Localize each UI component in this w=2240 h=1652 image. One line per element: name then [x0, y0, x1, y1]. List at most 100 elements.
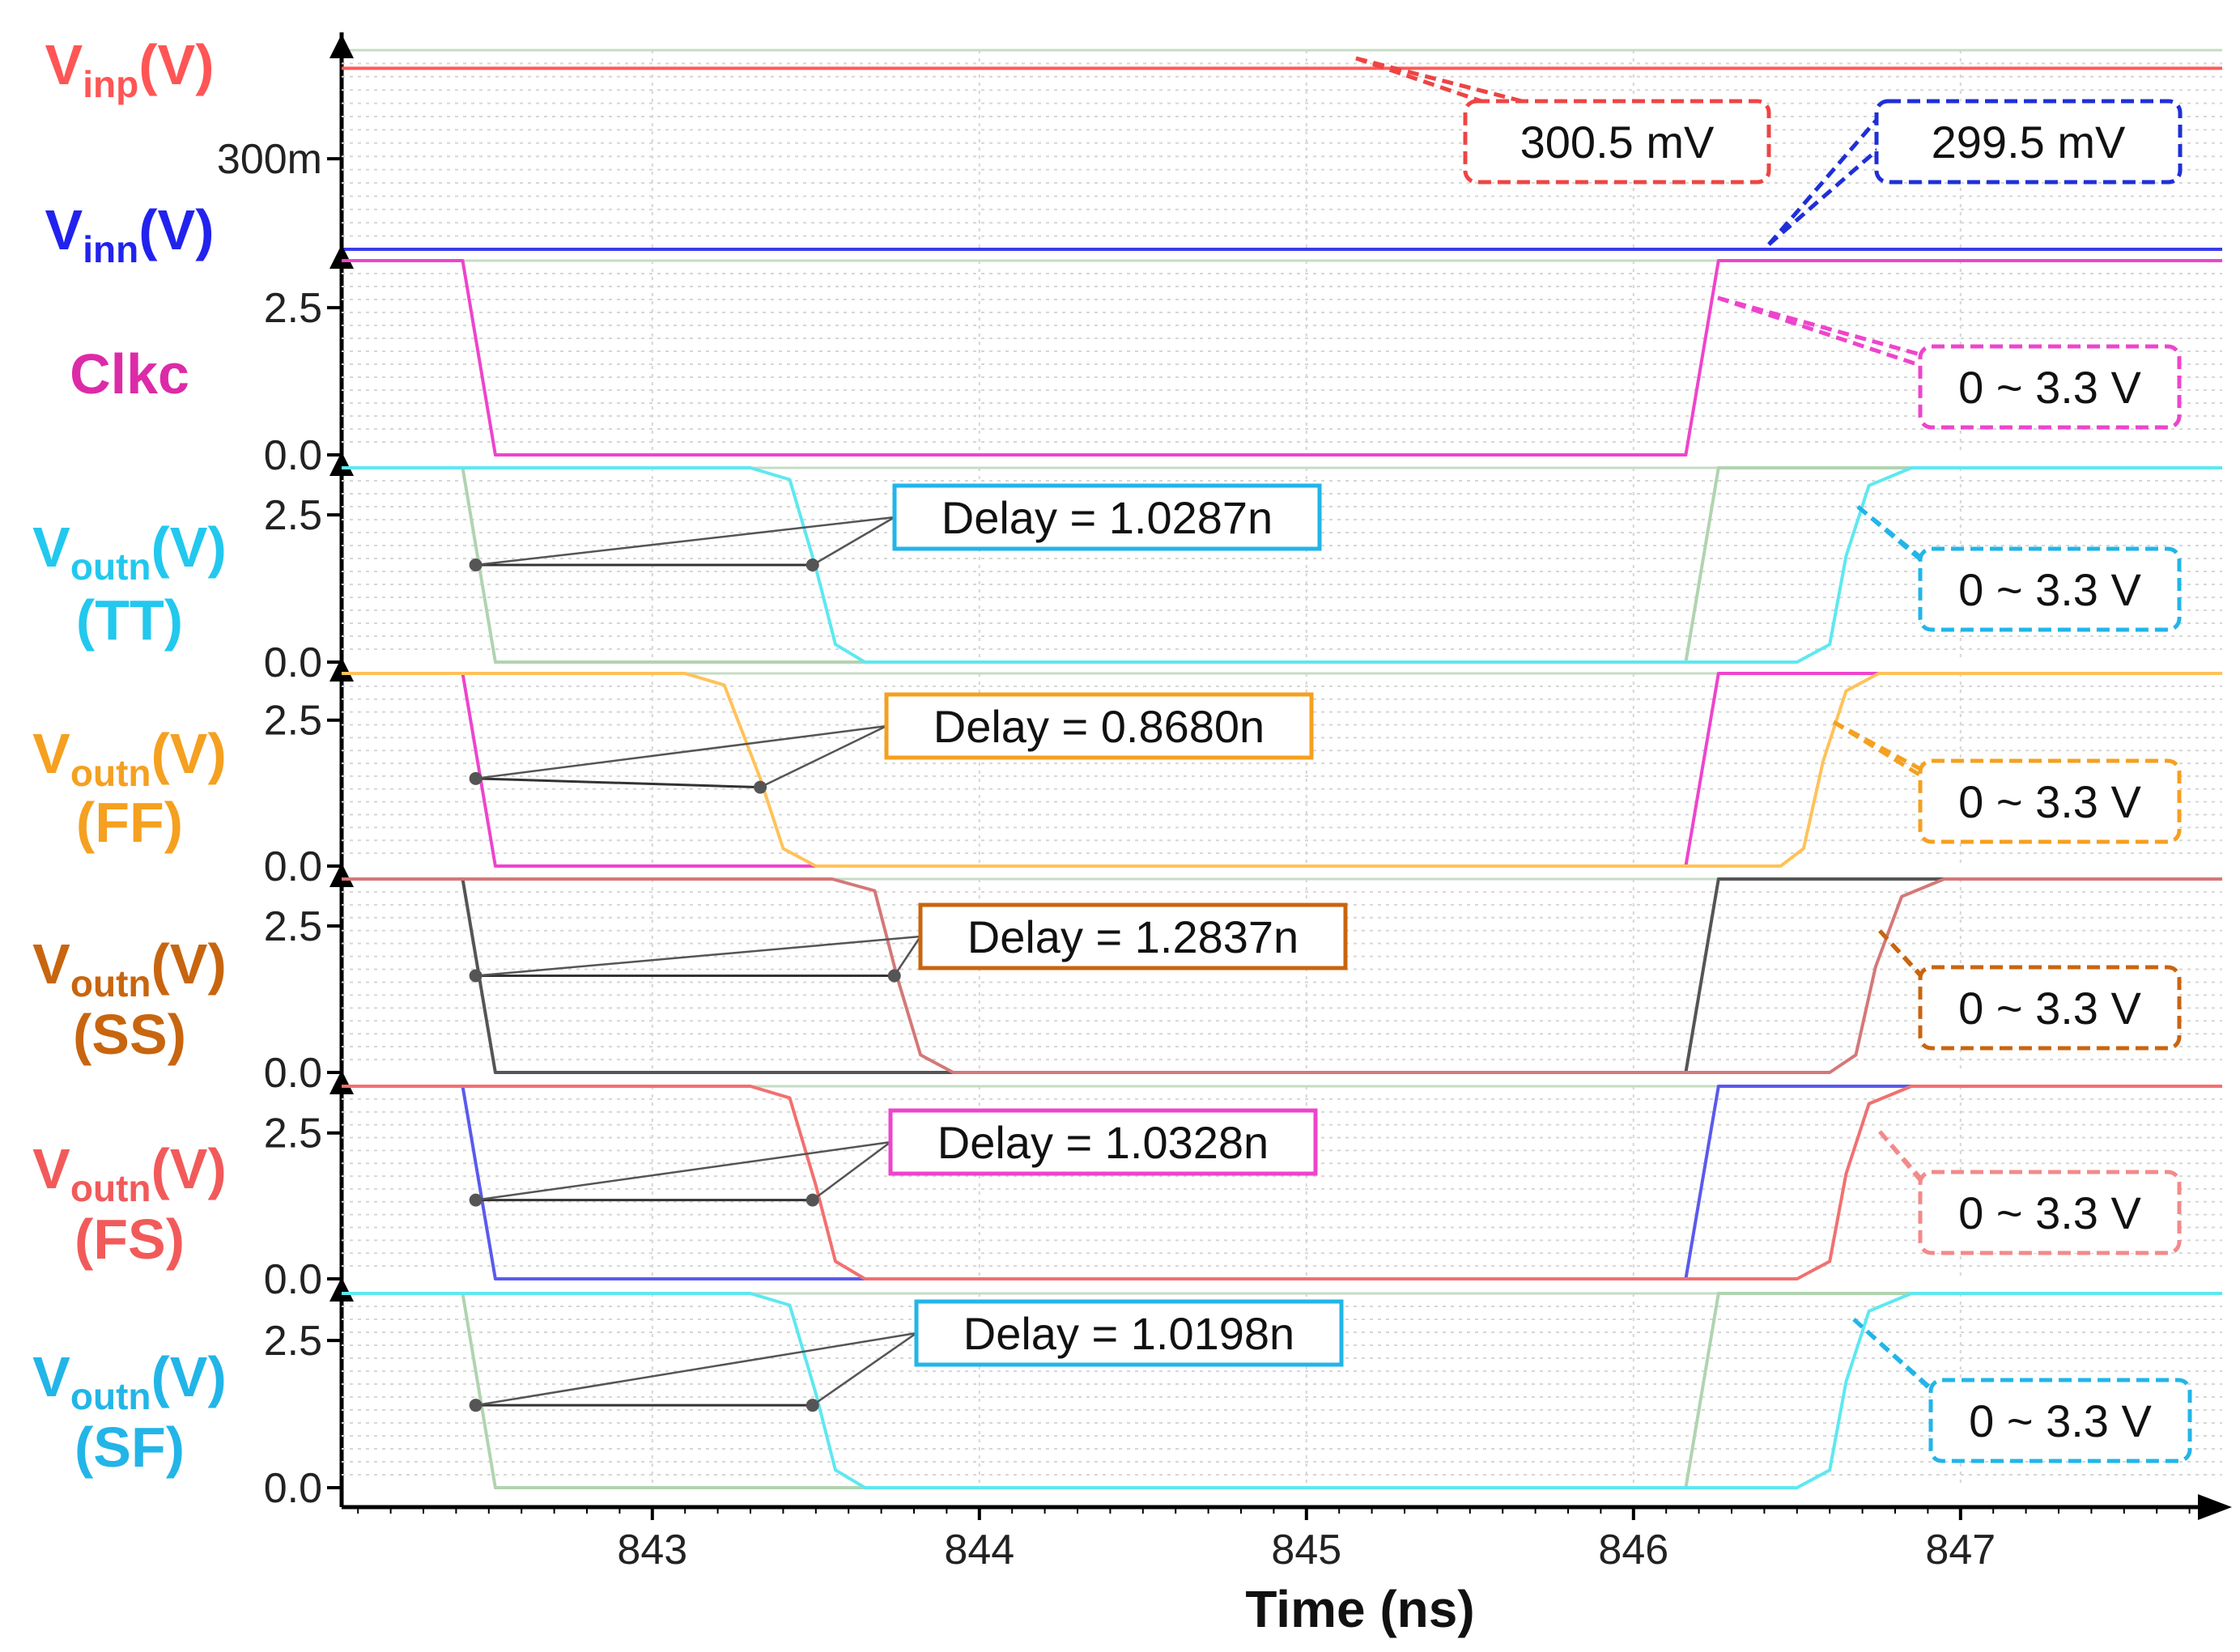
annotation-label: 0 ~ 3.3 V — [1958, 1187, 2141, 1238]
delay-marker-end — [805, 1193, 819, 1207]
label-subscript: outn — [70, 752, 151, 794]
y-tick-label: 2.5 — [264, 1318, 322, 1365]
delay-marker-start — [469, 969, 482, 983]
y-axis-arrow — [329, 244, 354, 269]
delay-leader — [475, 724, 887, 780]
label-main: V — [32, 1137, 70, 1200]
panel-label: Voutn(V) — [32, 516, 227, 588]
y-tick-label: 2.5 — [264, 903, 322, 950]
panel-label: Vinp(V) — [45, 33, 215, 105]
annotation-label: 300.5 mV — [1520, 117, 1715, 168]
delay-measure-line — [475, 777, 761, 789]
delay-marker-end — [754, 780, 767, 794]
annotation-leader — [1355, 56, 1523, 104]
panel-label: Vinn(V) — [45, 198, 215, 270]
delay-leader — [812, 1331, 917, 1407]
annotation-leader — [1878, 929, 1922, 977]
label-tail: (V) — [138, 33, 214, 96]
delay-label: Delay = 0.8680n — [933, 701, 1265, 752]
label-tail: (V) — [151, 516, 227, 579]
delay-leader — [475, 1140, 891, 1201]
annotation-leader — [1852, 1318, 1932, 1390]
label-main: V — [45, 33, 83, 96]
panel-label: Voutn(V) — [32, 1345, 227, 1417]
delay-marker-start — [469, 1399, 482, 1412]
label-main: V — [32, 516, 70, 579]
y-axis-arrow — [329, 1277, 354, 1302]
panel-label: (FF) — [76, 791, 183, 854]
label-main: (FF) — [76, 791, 183, 854]
y-tick-label: 2.5 — [264, 698, 322, 745]
annotation-box — [1463, 99, 1771, 185]
annotation-box — [1918, 965, 2182, 1051]
series-line-voutn-ff — [342, 672, 2222, 868]
label-subscript: inp — [83, 63, 138, 105]
delay-box — [892, 483, 1322, 551]
y-tick-label: 0.0 — [264, 1256, 322, 1303]
delay-box — [914, 1299, 1344, 1367]
label-main: (SS) — [73, 1003, 186, 1066]
label-subscript: outn — [70, 1167, 151, 1209]
x-tick-label: 845 — [1271, 1527, 1341, 1573]
delay-box — [884, 692, 1314, 760]
annotation-box — [1918, 546, 2182, 632]
delay-box — [918, 902, 1348, 970]
delay-leader — [475, 1331, 917, 1407]
delay-label: Delay = 1.0198n — [963, 1308, 1294, 1359]
y-axis-arrow — [329, 34, 354, 58]
delay-marker-end — [805, 558, 819, 571]
label-subscript: inn — [83, 228, 138, 270]
annotation-leader — [1717, 295, 1937, 373]
delay-marker-end — [805, 1399, 819, 1412]
series-line-voutn-tt — [342, 466, 2222, 664]
panel-label: (SF) — [74, 1416, 185, 1479]
y-tick-label: 0.0 — [264, 843, 322, 890]
y-tick-label: 300m — [217, 136, 322, 183]
y-tick-label: 0.0 — [264, 1050, 322, 1097]
label-main: (SF) — [74, 1416, 185, 1479]
delay-marker-end — [887, 969, 901, 983]
panel-label: (FS) — [74, 1208, 185, 1271]
annotation-box — [1918, 758, 2182, 844]
annotation-leader — [1856, 505, 1922, 558]
delay-marker-start — [469, 771, 482, 785]
label-tail: (V) — [151, 722, 227, 785]
x-tick-label: 847 — [1925, 1527, 1996, 1573]
label-subscript: outn — [70, 962, 151, 1004]
label-main: V — [32, 722, 70, 785]
panel-label: (TT) — [76, 588, 183, 652]
label-main: Clkc — [70, 342, 189, 406]
annotation-label: 0 ~ 3.3 V — [1958, 362, 2141, 413]
y-axis-arrow — [329, 863, 354, 887]
panel-ff: 2.5 0.0 Voutn(V)(FF) 0 ~ 3.3 V Delay = 0.868… — [32, 657, 2222, 890]
label-main: V — [32, 932, 70, 996]
label-main: V — [45, 198, 83, 261]
delay-label: Delay = 1.0328n — [937, 1117, 1269, 1168]
label-tail: (V) — [151, 932, 227, 996]
annotation-label: 0 ~ 3.3 V — [1958, 983, 2141, 1034]
y-tick-label: 0.0 — [264, 432, 322, 479]
y-axis-arrow — [329, 1070, 354, 1094]
label-tail: (V) — [151, 1345, 227, 1408]
y-tick-label: 0.0 — [264, 1465, 322, 1512]
panel-label: Clkc — [70, 342, 189, 406]
delay-marker-start — [469, 1193, 482, 1207]
delay-leader — [893, 936, 922, 977]
panel-label: Voutn(V) — [32, 932, 227, 1004]
annotation-box — [1918, 344, 2182, 430]
x-tick-label: 846 — [1598, 1527, 1668, 1573]
annotation-leader — [1878, 1130, 1922, 1182]
x-axis-arrow — [2198, 1494, 2232, 1520]
x-axis-label: Time (ns) — [1245, 1580, 1474, 1638]
delay-leader — [812, 1140, 891, 1201]
annotation-leader — [1355, 56, 1482, 104]
label-main: (TT) — [76, 588, 183, 652]
annotation-label: 0 ~ 3.3 V — [1969, 1395, 2152, 1446]
label-tail: (V) — [138, 198, 214, 261]
